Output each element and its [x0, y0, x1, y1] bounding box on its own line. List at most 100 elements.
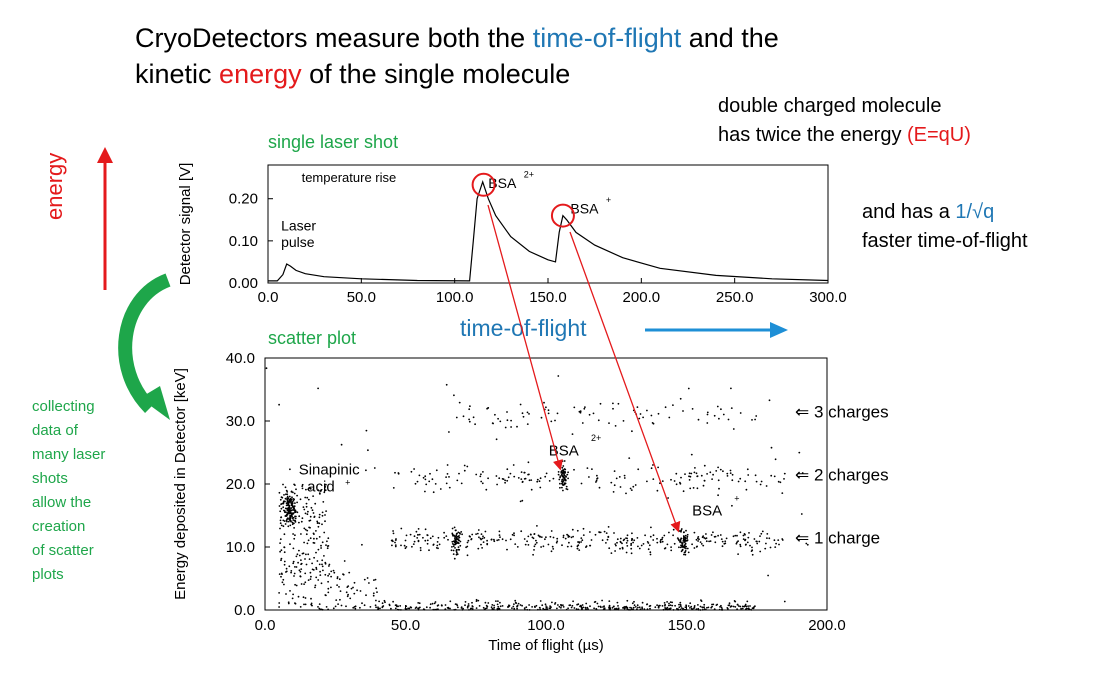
scatter-point	[292, 593, 294, 596]
scatter-point	[557, 471, 560, 473]
scatter-point	[539, 600, 542, 602]
scatter-point	[405, 608, 408, 610]
scatter-point	[352, 606, 355, 609]
scatter-point	[278, 573, 281, 575]
scatter-point	[567, 607, 569, 610]
scatter-point	[536, 525, 538, 527]
scatter-point	[495, 600, 497, 602]
scatter-point	[668, 602, 670, 605]
scatter-point	[630, 607, 633, 609]
scatter-point	[537, 534, 540, 537]
scatter-point	[285, 570, 288, 573]
scatter-point	[630, 542, 633, 545]
scatter-point	[747, 474, 750, 476]
scatter-point	[626, 539, 629, 542]
scatter-point	[641, 606, 643, 609]
scatter-point	[712, 531, 714, 534]
scatter-point	[520, 471, 523, 473]
scatter-point	[579, 411, 582, 414]
scatter-point	[747, 607, 750, 610]
scatter-point	[603, 530, 606, 533]
scatter-point	[462, 415, 465, 418]
scatter-point	[726, 475, 729, 477]
scatter-point	[559, 476, 561, 479]
scatter-point	[293, 507, 296, 510]
scatter-point	[455, 536, 458, 539]
scatter-point	[282, 525, 285, 528]
scatter-point	[732, 428, 735, 430]
scatter-point	[731, 479, 734, 482]
scatter-point	[633, 604, 636, 607]
title-energy: energy	[219, 59, 302, 89]
scatter-point	[495, 475, 498, 477]
scatter-point	[761, 530, 764, 533]
scatter-point	[294, 583, 296, 586]
scatter-point	[679, 481, 681, 484]
scatter-point	[544, 603, 547, 606]
scatter-point	[319, 570, 321, 573]
scatter-point	[299, 575, 302, 578]
scatter-point	[493, 538, 495, 541]
scatter-point	[288, 508, 291, 511]
scatter-point	[678, 606, 681, 609]
scatter-point	[298, 554, 301, 557]
scatter-point	[285, 567, 288, 570]
scatter-point	[693, 471, 696, 474]
y-tick-label: 30.0	[226, 413, 255, 430]
scatter-point	[405, 605, 408, 608]
scatter-point	[577, 603, 580, 606]
scatter-point	[556, 607, 558, 610]
scatter-point	[713, 535, 716, 538]
scatter-point	[713, 414, 716, 417]
scatter-point	[596, 602, 599, 605]
scatter-point	[530, 479, 533, 481]
scatter-point	[403, 544, 406, 547]
scatter-point	[497, 605, 500, 608]
scatter-point	[739, 412, 742, 414]
scatter-point	[659, 540, 662, 543]
scatter-point	[400, 609, 402, 611]
scatter-point	[283, 546, 286, 549]
scatter-point	[768, 399, 771, 402]
scatter-point	[679, 601, 682, 604]
scatter-point	[453, 394, 455, 397]
scatter-point	[506, 411, 508, 413]
scatter-point	[706, 473, 708, 475]
scatter-point	[619, 486, 622, 488]
scatter-point	[481, 482, 484, 485]
scatter-point	[433, 602, 436, 605]
scatter-point	[284, 511, 286, 514]
scatter-point	[330, 570, 333, 573]
scatter-point	[700, 599, 702, 601]
scatter-point	[467, 539, 470, 542]
scatter-point	[455, 551, 458, 554]
scatter-point	[349, 597, 352, 600]
scatter-point	[480, 533, 483, 535]
scatter-point	[504, 481, 506, 484]
scatter-point	[278, 592, 280, 594]
scatter-point	[480, 473, 482, 476]
scatter-point	[626, 534, 629, 537]
scatter-point	[322, 501, 325, 503]
scatter-point	[747, 536, 750, 539]
scatter-point	[363, 604, 366, 607]
scatter-point	[657, 466, 659, 469]
scatter-point	[281, 496, 284, 499]
scatter-point	[684, 537, 687, 539]
scatter-point	[798, 451, 801, 454]
scatter-point	[648, 544, 651, 547]
y-tick-label: 0.20	[229, 191, 258, 208]
scatter-point	[289, 590, 291, 592]
scatter-point	[453, 526, 456, 529]
scatter-point	[284, 500, 286, 503]
scatter-point	[405, 534, 408, 537]
scatter-point	[508, 604, 511, 607]
scatter-point	[283, 551, 286, 554]
scatter-point	[621, 542, 623, 545]
scatter-point	[434, 601, 437, 603]
scatter-point	[599, 402, 602, 405]
scatter-point	[610, 481, 613, 484]
scatter-point	[647, 548, 650, 551]
scatter-point	[585, 608, 587, 610]
scatter-point	[445, 482, 448, 485]
